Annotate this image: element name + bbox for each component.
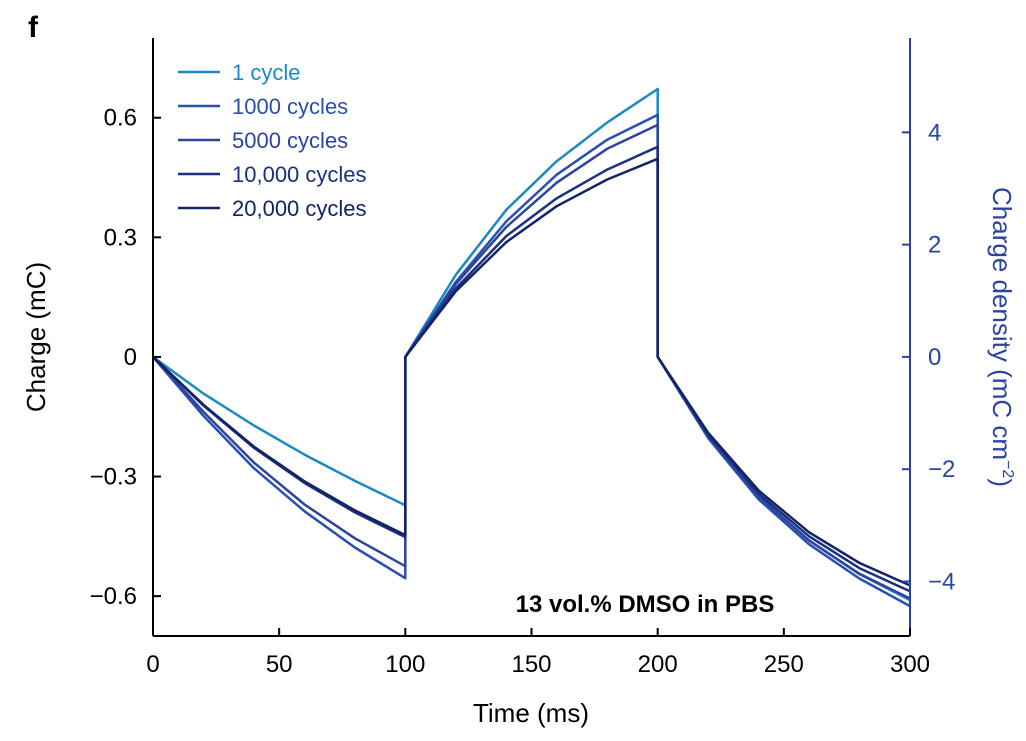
series-line-3: [152, 145, 911, 593]
condition-annotation: 13 vol.% DMSO in PBS: [516, 591, 775, 618]
y-tick-label: 0: [124, 344, 137, 371]
series-line-1: [152, 113, 911, 608]
y2-tick-label: 2: [928, 232, 941, 259]
legend: 1 cycle 1000 cycles 5000 cycles 10,000 cycl…: [178, 60, 367, 221]
legend-label-0: 1 cycle: [232, 60, 300, 85]
y2-axis-title-main: Charge density (mC cm: [987, 187, 1017, 460]
y-tick-label: 0.6: [104, 105, 137, 132]
x-tick-label: 0: [146, 651, 159, 678]
series-line-2: [152, 123, 911, 600]
y2-axis-title-sup: −2: [999, 460, 1016, 478]
x-tick-label: 50: [266, 651, 293, 678]
x-tick-label: 200: [638, 651, 678, 678]
y-tick-label: 0.3: [104, 224, 137, 251]
y-tick-label: −0.3: [90, 464, 137, 491]
y2-axis-title-close: ): [987, 478, 1017, 487]
series-line-4: [152, 157, 911, 587]
legend-label-3: 10,000 cycles: [232, 162, 367, 187]
y2-tick-label: 0: [928, 344, 941, 371]
x-tick-label: 300: [890, 651, 930, 678]
x-tick-label: 100: [385, 651, 425, 678]
x-tick-label: 150: [511, 651, 551, 678]
y-tick-label: −0.6: [90, 583, 137, 610]
panel-letter: f: [28, 11, 39, 44]
y2-tick-label: −4: [928, 569, 955, 596]
y2-tick-label: −2: [928, 456, 955, 483]
y2-tick-label: 4: [928, 119, 941, 146]
legend-label-2: 5000 cycles: [232, 128, 348, 153]
y-axis-title: Charge (mC): [21, 262, 51, 412]
x-axis-title: Time (ms): [473, 698, 589, 728]
ticks-layer: 0 50 100 150 200 250 300 −0.6 −0.3 0 0.3 0.6 −4 −2 0 2 4: [90, 105, 956, 678]
legend-label-4: 20,000 cycles: [232, 196, 367, 221]
legend-label-1: 1000 cycles: [232, 94, 348, 119]
y2-axis-title: Charge density (mC cm−2): [987, 187, 1017, 487]
x-tick-label: 250: [764, 651, 804, 678]
series-layer: [152, 87, 911, 608]
